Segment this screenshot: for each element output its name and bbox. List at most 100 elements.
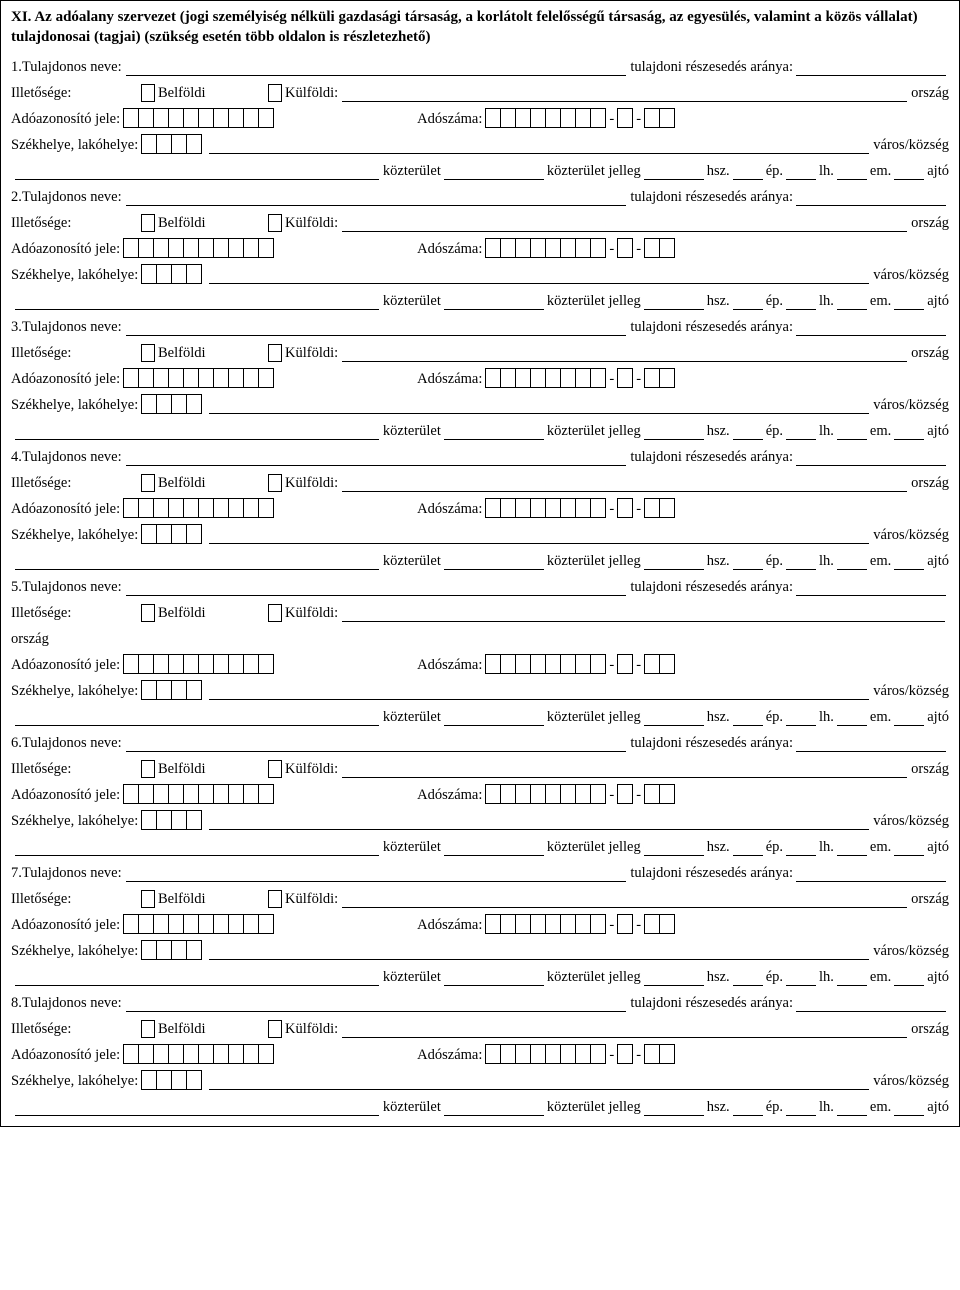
city-field[interactable] — [209, 399, 869, 414]
street-field[interactable] — [15, 165, 379, 180]
street-field[interactable] — [15, 971, 379, 986]
hsz-field[interactable] — [644, 971, 704, 986]
em-field[interactable] — [837, 295, 867, 310]
em-field[interactable] — [837, 841, 867, 856]
input-boxes[interactable] — [617, 784, 633, 804]
input-boxes[interactable] — [644, 498, 675, 518]
street-field[interactable] — [15, 841, 379, 856]
ajto-field[interactable] — [894, 555, 924, 570]
foreign-country-field[interactable] — [342, 893, 907, 908]
input-boxes[interactable] — [485, 368, 606, 388]
domestic-checkbox[interactable] — [141, 84, 155, 102]
city-field[interactable] — [209, 139, 869, 154]
input-boxes[interactable] — [141, 134, 202, 154]
foreign-checkbox[interactable] — [268, 604, 282, 622]
hsz-field[interactable] — [644, 1101, 704, 1116]
street-type-field[interactable] — [444, 711, 544, 726]
input-boxes[interactable] — [141, 810, 202, 830]
input-boxes[interactable] — [123, 498, 274, 518]
street-field[interactable] — [15, 711, 379, 726]
input-boxes[interactable] — [141, 680, 202, 700]
input-boxes[interactable] — [123, 368, 274, 388]
hsz-field[interactable] — [644, 165, 704, 180]
hsz-field[interactable] — [644, 425, 704, 440]
city-field[interactable] — [209, 815, 869, 830]
foreign-country-field[interactable] — [342, 347, 907, 362]
input-boxes[interactable] — [141, 940, 202, 960]
lh-field[interactable] — [786, 711, 816, 726]
input-boxes[interactable] — [617, 368, 633, 388]
ajto-field[interactable] — [894, 971, 924, 986]
domestic-checkbox[interactable] — [141, 344, 155, 362]
foreign-checkbox[interactable] — [268, 760, 282, 778]
foreign-checkbox[interactable] — [268, 474, 282, 492]
ep-field[interactable] — [733, 1101, 763, 1116]
street-type-field[interactable] — [444, 425, 544, 440]
input-boxes[interactable] — [617, 1044, 633, 1064]
input-boxes[interactable] — [485, 784, 606, 804]
domestic-checkbox[interactable] — [141, 214, 155, 232]
em-field[interactable] — [837, 711, 867, 726]
hsz-field[interactable] — [644, 711, 704, 726]
foreign-country-field[interactable] — [342, 1023, 907, 1038]
street-type-field[interactable] — [444, 295, 544, 310]
hsz-field[interactable] — [644, 295, 704, 310]
input-boxes[interactable] — [123, 654, 274, 674]
city-field[interactable] — [209, 269, 869, 284]
lh-field[interactable] — [786, 1101, 816, 1116]
input-boxes[interactable] — [617, 108, 633, 128]
share-field[interactable] — [796, 321, 946, 336]
hsz-field[interactable] — [644, 555, 704, 570]
input-boxes[interactable] — [123, 238, 274, 258]
ep-field[interactable] — [733, 295, 763, 310]
foreign-country-field[interactable] — [342, 607, 945, 622]
input-boxes[interactable] — [644, 784, 675, 804]
ajto-field[interactable] — [894, 295, 924, 310]
ajto-field[interactable] — [894, 1101, 924, 1116]
street-type-field[interactable] — [444, 165, 544, 180]
ajto-field[interactable] — [894, 425, 924, 440]
input-boxes[interactable] — [141, 1070, 202, 1090]
input-boxes[interactable] — [644, 238, 675, 258]
owner-name-field[interactable] — [126, 321, 627, 336]
input-boxes[interactable] — [617, 238, 633, 258]
input-boxes[interactable] — [141, 394, 202, 414]
input-boxes[interactable] — [485, 498, 606, 518]
lh-field[interactable] — [786, 295, 816, 310]
input-boxes[interactable] — [123, 784, 274, 804]
input-boxes[interactable] — [617, 498, 633, 518]
hsz-field[interactable] — [644, 841, 704, 856]
street-field[interactable] — [15, 295, 379, 310]
ajto-field[interactable] — [894, 165, 924, 180]
input-boxes[interactable] — [485, 1044, 606, 1064]
ep-field[interactable] — [733, 971, 763, 986]
street-field[interactable] — [15, 425, 379, 440]
foreign-checkbox[interactable] — [268, 84, 282, 102]
owner-name-field[interactable] — [126, 997, 627, 1012]
share-field[interactable] — [796, 737, 946, 752]
input-boxes[interactable] — [644, 368, 675, 388]
share-field[interactable] — [796, 997, 946, 1012]
ajto-field[interactable] — [894, 711, 924, 726]
owner-name-field[interactable] — [126, 191, 627, 206]
city-field[interactable] — [209, 685, 869, 700]
ep-field[interactable] — [733, 165, 763, 180]
input-boxes[interactable] — [644, 1044, 675, 1064]
lh-field[interactable] — [786, 841, 816, 856]
em-field[interactable] — [837, 971, 867, 986]
input-boxes[interactable] — [123, 1044, 274, 1064]
input-boxes[interactable] — [123, 108, 274, 128]
domestic-checkbox[interactable] — [141, 604, 155, 622]
foreign-country-field[interactable] — [342, 87, 907, 102]
input-boxes[interactable] — [644, 914, 675, 934]
street-type-field[interactable] — [444, 841, 544, 856]
street-field[interactable] — [15, 1101, 379, 1116]
lh-field[interactable] — [786, 425, 816, 440]
input-boxes[interactable] — [123, 914, 274, 934]
owner-name-field[interactable] — [126, 867, 627, 882]
input-boxes[interactable] — [485, 654, 606, 674]
domestic-checkbox[interactable] — [141, 890, 155, 908]
street-type-field[interactable] — [444, 555, 544, 570]
share-field[interactable] — [796, 61, 946, 76]
share-field[interactable] — [796, 191, 946, 206]
